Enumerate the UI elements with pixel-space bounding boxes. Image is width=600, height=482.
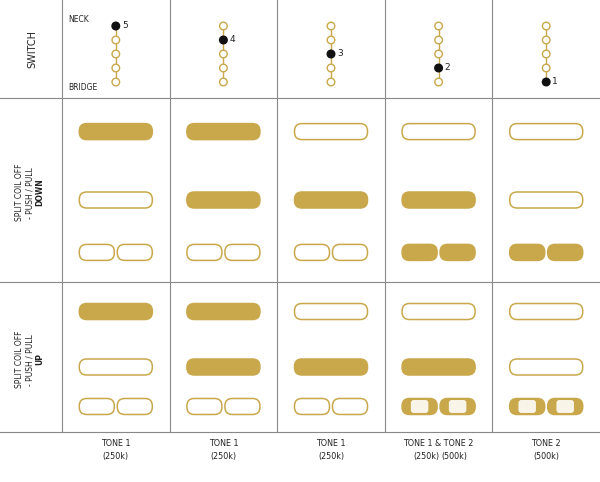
Circle shape xyxy=(327,64,335,72)
FancyBboxPatch shape xyxy=(187,304,260,320)
Circle shape xyxy=(435,22,442,30)
Text: (500k): (500k) xyxy=(533,452,559,460)
FancyBboxPatch shape xyxy=(295,123,367,140)
FancyBboxPatch shape xyxy=(440,244,475,260)
FancyBboxPatch shape xyxy=(548,399,583,415)
Circle shape xyxy=(435,50,442,58)
FancyBboxPatch shape xyxy=(402,123,475,140)
FancyBboxPatch shape xyxy=(402,192,475,208)
Circle shape xyxy=(220,36,227,44)
Circle shape xyxy=(220,50,227,58)
FancyBboxPatch shape xyxy=(402,359,475,375)
Text: 4: 4 xyxy=(229,36,235,44)
Text: TONE 1 & TONE 2: TONE 1 & TONE 2 xyxy=(403,440,474,448)
FancyBboxPatch shape xyxy=(556,400,574,413)
Text: (500k): (500k) xyxy=(442,452,467,460)
FancyBboxPatch shape xyxy=(187,192,260,208)
FancyBboxPatch shape xyxy=(509,244,545,260)
Circle shape xyxy=(435,36,442,44)
FancyBboxPatch shape xyxy=(79,304,152,320)
FancyBboxPatch shape xyxy=(509,399,545,415)
FancyBboxPatch shape xyxy=(332,244,367,260)
Circle shape xyxy=(435,78,442,86)
FancyBboxPatch shape xyxy=(187,123,260,140)
Circle shape xyxy=(542,78,550,86)
Text: TONE 1: TONE 1 xyxy=(209,440,238,448)
FancyBboxPatch shape xyxy=(402,304,475,320)
FancyBboxPatch shape xyxy=(118,244,152,260)
FancyBboxPatch shape xyxy=(440,399,475,415)
Circle shape xyxy=(112,36,119,44)
Text: - PUSH / PULL: - PUSH / PULL xyxy=(25,165,35,219)
FancyBboxPatch shape xyxy=(295,244,329,260)
Circle shape xyxy=(542,22,550,30)
Circle shape xyxy=(542,50,550,58)
Text: TONE 2: TONE 2 xyxy=(532,440,561,448)
FancyBboxPatch shape xyxy=(402,244,437,260)
Text: 3: 3 xyxy=(337,50,343,58)
Circle shape xyxy=(220,22,227,30)
Text: 5: 5 xyxy=(122,22,128,30)
FancyBboxPatch shape xyxy=(509,304,583,320)
FancyBboxPatch shape xyxy=(187,399,222,415)
Text: UP: UP xyxy=(35,353,44,365)
FancyBboxPatch shape xyxy=(79,244,114,260)
Circle shape xyxy=(327,36,335,44)
FancyBboxPatch shape xyxy=(402,399,437,415)
FancyBboxPatch shape xyxy=(187,244,222,260)
Text: TONE 1: TONE 1 xyxy=(101,440,131,448)
Circle shape xyxy=(435,64,442,72)
Circle shape xyxy=(220,78,227,86)
FancyBboxPatch shape xyxy=(225,244,260,260)
Text: (250k): (250k) xyxy=(318,452,344,460)
FancyBboxPatch shape xyxy=(509,359,583,375)
Text: (250k): (250k) xyxy=(211,452,236,460)
FancyBboxPatch shape xyxy=(295,359,367,375)
Text: DOWN: DOWN xyxy=(35,178,44,206)
FancyBboxPatch shape xyxy=(449,400,466,413)
Text: SWITCH: SWITCH xyxy=(27,30,37,68)
Text: 1: 1 xyxy=(552,78,558,86)
FancyBboxPatch shape xyxy=(295,399,329,415)
FancyBboxPatch shape xyxy=(79,123,152,140)
FancyBboxPatch shape xyxy=(295,192,367,208)
Text: SPLIT COIL OFF: SPLIT COIL OFF xyxy=(16,330,25,388)
FancyBboxPatch shape xyxy=(509,123,583,140)
Circle shape xyxy=(327,50,335,58)
Text: 2: 2 xyxy=(445,64,450,72)
FancyBboxPatch shape xyxy=(79,192,152,208)
FancyBboxPatch shape xyxy=(79,359,152,375)
Text: TONE 1: TONE 1 xyxy=(316,440,346,448)
Circle shape xyxy=(327,22,335,30)
Circle shape xyxy=(542,64,550,72)
FancyBboxPatch shape xyxy=(518,400,536,413)
Text: (250k): (250k) xyxy=(413,452,440,460)
Circle shape xyxy=(112,78,119,86)
Circle shape xyxy=(327,78,335,86)
FancyBboxPatch shape xyxy=(548,244,583,260)
FancyBboxPatch shape xyxy=(187,359,260,375)
FancyBboxPatch shape xyxy=(295,304,367,320)
FancyBboxPatch shape xyxy=(332,399,367,415)
FancyBboxPatch shape xyxy=(411,400,428,413)
Text: BRIDGE: BRIDGE xyxy=(68,83,97,93)
Text: SPLIT COIL OFF: SPLIT COIL OFF xyxy=(16,163,25,221)
Circle shape xyxy=(112,64,119,72)
Text: (250k): (250k) xyxy=(103,452,129,460)
Text: NECK: NECK xyxy=(68,15,89,25)
FancyBboxPatch shape xyxy=(79,399,114,415)
FancyBboxPatch shape xyxy=(118,399,152,415)
FancyBboxPatch shape xyxy=(509,192,583,208)
Circle shape xyxy=(220,64,227,72)
Circle shape xyxy=(542,36,550,44)
FancyBboxPatch shape xyxy=(225,399,260,415)
Text: - PUSH / PULL: - PUSH / PULL xyxy=(25,332,35,386)
Circle shape xyxy=(112,50,119,58)
Circle shape xyxy=(112,22,119,30)
